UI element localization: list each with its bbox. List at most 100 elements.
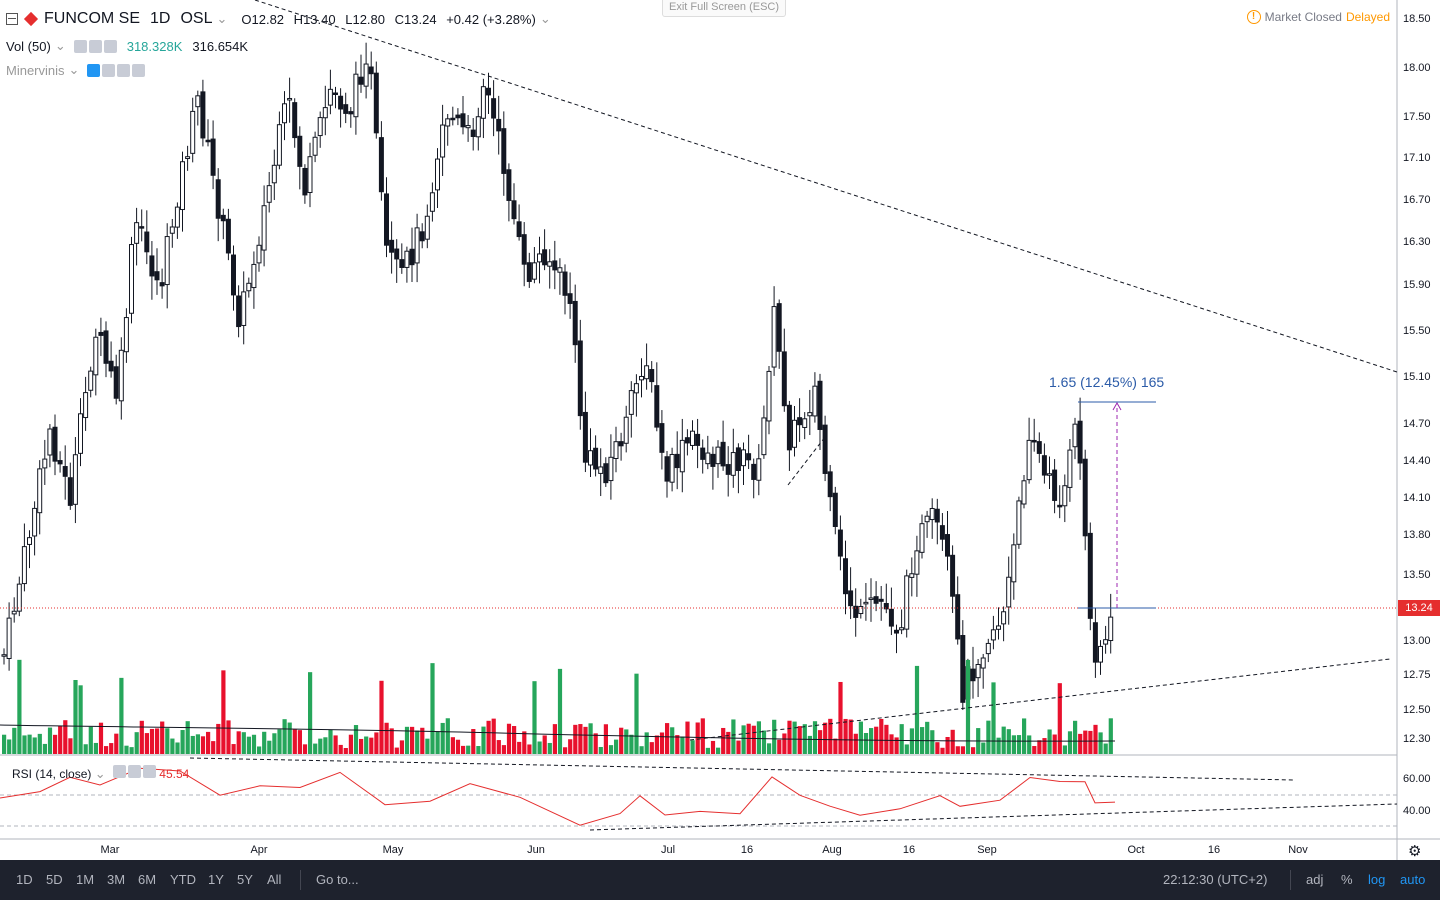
volume-bar: [425, 738, 430, 754]
clock[interactable]: 22:12:30 (UTC+2): [1163, 872, 1268, 887]
trendline-support: [689, 658, 1391, 741]
range-all[interactable]: All: [267, 872, 282, 887]
volume-bar: [568, 739, 573, 754]
candle-body: [435, 158, 440, 191]
close-icon[interactable]: [103, 39, 117, 53]
eye-icon[interactable]: [87, 63, 101, 77]
range-1d[interactable]: 1D: [16, 872, 33, 887]
volume-bar: [705, 747, 710, 754]
trendline-resistance: [254, 0, 1398, 373]
chevron-down-icon[interactable]: ⌄: [68, 62, 80, 77]
volume-bar: [200, 736, 206, 754]
volume-ma-value: 316.654K: [192, 38, 249, 54]
volume-bar: [639, 746, 644, 754]
volume-bar: [1093, 724, 1098, 754]
rsi-value: 45.54: [159, 767, 190, 781]
close-icon[interactable]: [132, 63, 146, 77]
time-axis[interactable]: Mar Apr May Jun Jul 16 Aug 16 Sep Oct 16 Nov: [0, 840, 1397, 860]
candle-body: [669, 453, 675, 483]
eye-icon[interactable]: [112, 765, 126, 778]
candle-body: [225, 218, 231, 254]
volume-bar: [547, 742, 552, 754]
range-ytd[interactable]: YTD: [170, 872, 196, 887]
range-1m[interactable]: 1M: [76, 872, 95, 887]
candle-body: [180, 161, 185, 211]
volume-bar: [241, 732, 246, 754]
rsi-label[interactable]: RSI (14, close): [12, 767, 92, 781]
exit-fullscreen-button[interactable]: Exit Full Screen (ESC): [662, 0, 786, 17]
goto-button[interactable]: Go to...: [316, 872, 359, 887]
indicator-label[interactable]: Minervinis: [6, 62, 65, 78]
candle-body: [914, 550, 920, 575]
symbol-legend: FUNCOM SE 1D OSL ⌄ O12.82 H13.40 L12.80 …: [6, 10, 551, 28]
candle-body: [950, 554, 956, 597]
symbol-name[interactable]: FUNCOM SE: [44, 10, 140, 27]
volume-bar: [257, 746, 262, 754]
range-5y[interactable]: 5Y: [237, 872, 253, 887]
price-tick-label: 15.50: [1403, 325, 1431, 337]
price-chart[interactable]: [0, 0, 1440, 860]
volume-bar: [185, 721, 190, 754]
candle-body: [547, 261, 553, 267]
volume-bar: [1088, 730, 1093, 754]
interval[interactable]: 1D: [150, 10, 171, 27]
volume-bar: [736, 740, 741, 754]
candle-body: [526, 262, 532, 282]
range-5d[interactable]: 5D: [46, 872, 63, 887]
eye-icon[interactable]: [73, 39, 87, 53]
candle-body: [1098, 645, 1103, 663]
volume-bar: [853, 733, 858, 754]
candle-body: [149, 255, 155, 277]
chart-area[interactable]: [0, 0, 1440, 860]
chevron-down-icon[interactable]: ⌄: [94, 766, 106, 781]
candle-body: [939, 525, 945, 540]
percent-toggle[interactable]: %: [1341, 872, 1353, 887]
candle-body: [690, 430, 695, 446]
chevron-down-icon[interactable]: ⌄: [539, 11, 551, 26]
volume-bar: [823, 722, 828, 754]
candle-body: [618, 441, 624, 447]
candle-body: [868, 597, 874, 600]
volume-bar: [195, 734, 200, 754]
chevron-down-icon[interactable]: ⌄: [216, 11, 228, 26]
auto-toggle[interactable]: auto: [1400, 872, 1426, 887]
close-icon[interactable]: [142, 765, 156, 778]
gear-icon[interactable]: ⚙: [1408, 843, 1422, 860]
volume-bar: [869, 728, 874, 754]
volume-bar: [353, 725, 359, 754]
volume-bar: [731, 719, 736, 754]
volume-label[interactable]: Vol (50): [6, 38, 51, 54]
volume-bar: [792, 721, 797, 754]
volume-bar: [624, 729, 629, 754]
settings-icon[interactable]: [88, 39, 102, 53]
candle-body: [21, 546, 27, 585]
candle-body: [123, 317, 129, 353]
range-3m[interactable]: 3M: [107, 872, 126, 887]
exchange[interactable]: OSL: [180, 10, 213, 27]
log-toggle[interactable]: log: [1368, 872, 1386, 887]
candle-body: [440, 124, 446, 158]
high-label: H: [293, 11, 304, 27]
range-6m[interactable]: 6M: [138, 872, 157, 887]
volume-bar: [512, 726, 517, 754]
candle-body: [1031, 439, 1037, 443]
price-tick-label: 13.80: [1403, 529, 1431, 541]
settings-icon[interactable]: [127, 765, 141, 778]
adj-toggle[interactable]: adj: [1306, 872, 1324, 887]
measure-label[interactable]: 1.65 (12.45%) 165: [1049, 374, 1165, 390]
candle-body: [1011, 544, 1017, 583]
candle-body: [496, 118, 502, 132]
volume-bar: [935, 742, 940, 754]
price-axis[interactable]: 18.50 18.00 17.50 17.10 16.70 16.30 15.90 15.50…: [1397, 0, 1440, 860]
volume-bar: [134, 732, 139, 754]
source-code-icon[interactable]: [117, 63, 131, 77]
collapse-icon[interactable]: [6, 13, 18, 25]
volume-bar: [818, 730, 823, 754]
candle-body: [1036, 441, 1042, 454]
settings-icon[interactable]: [102, 63, 116, 77]
volume-bar: [277, 729, 282, 754]
time-tick-label: 16: [902, 844, 916, 856]
range-1y[interactable]: 1Y: [208, 872, 224, 887]
chevron-down-icon[interactable]: ⌄: [54, 38, 66, 53]
open-label: O: [241, 11, 252, 27]
